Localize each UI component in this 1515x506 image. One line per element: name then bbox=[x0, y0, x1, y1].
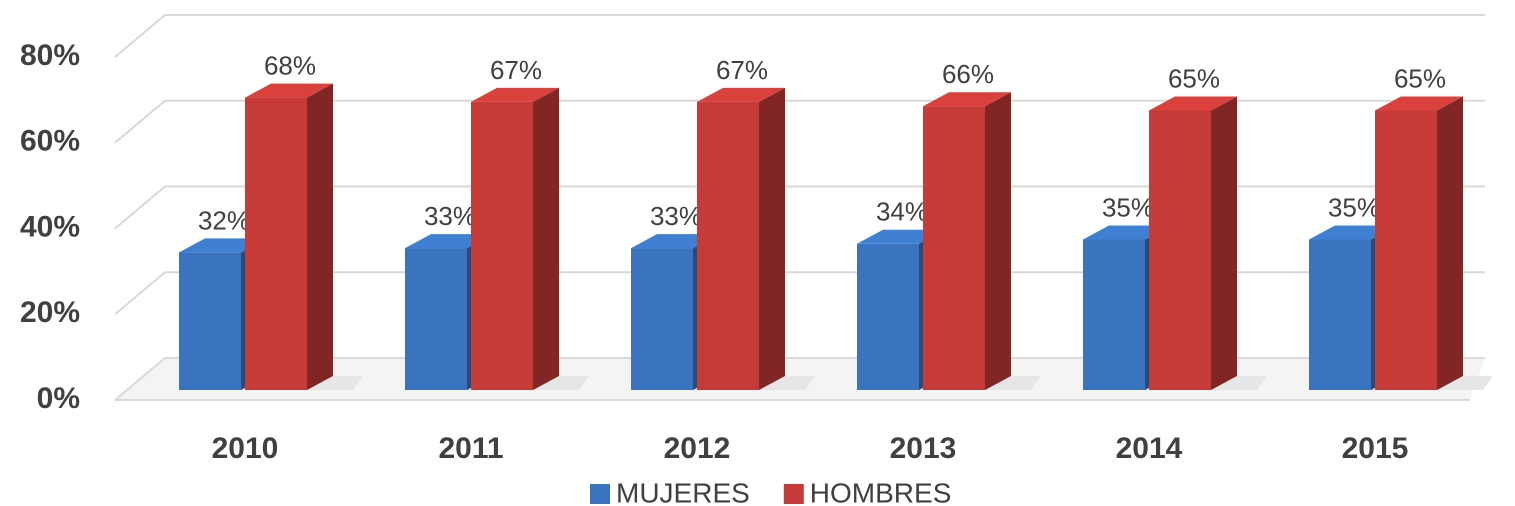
value-label: 35% bbox=[1102, 192, 1154, 222]
y-tick-label: 80% bbox=[20, 39, 80, 72]
legend-label: MUJERES bbox=[616, 477, 750, 506]
bar-top bbox=[471, 87, 559, 102]
bar bbox=[471, 101, 533, 391]
bar bbox=[1309, 239, 1371, 390]
grid-line bbox=[114, 99, 1485, 144]
grid-line bbox=[114, 357, 1485, 401]
bar bbox=[245, 97, 307, 390]
bar-group bbox=[1149, 96, 1267, 390]
bar-group bbox=[1375, 96, 1493, 390]
bar-group bbox=[697, 87, 815, 391]
bar bbox=[179, 252, 241, 390]
x-tick-label: 2012 bbox=[664, 432, 731, 465]
value-label: 65% bbox=[1168, 63, 1220, 93]
value-label: 68% bbox=[264, 50, 316, 80]
bar-side bbox=[533, 87, 559, 391]
legend-swatch bbox=[590, 484, 610, 504]
bar-top bbox=[923, 92, 1011, 107]
bar-group bbox=[923, 92, 1041, 390]
value-label: 34% bbox=[876, 197, 928, 227]
bar-group bbox=[471, 87, 589, 391]
legend-swatch bbox=[783, 484, 804, 504]
bar-side bbox=[985, 92, 1011, 390]
bar-top bbox=[245, 83, 333, 98]
bar-side bbox=[1437, 96, 1463, 390]
grid-line bbox=[114, 14, 1485, 58]
x-tick-label: 2014 bbox=[1116, 432, 1183, 465]
value-label: 32% bbox=[198, 205, 250, 235]
bar-group bbox=[245, 83, 363, 390]
bar-top bbox=[1149, 96, 1237, 111]
value-label: 35% bbox=[1328, 192, 1380, 222]
bar bbox=[1083, 239, 1145, 390]
y-tick-label: 60% bbox=[20, 125, 80, 158]
bar bbox=[923, 106, 985, 390]
value-label: 65% bbox=[1394, 63, 1446, 93]
x-tick-label: 2010 bbox=[212, 432, 279, 465]
bar-side bbox=[307, 83, 333, 390]
bar bbox=[1149, 110, 1211, 390]
x-tick-label: 2015 bbox=[1342, 432, 1409, 465]
value-label: 67% bbox=[490, 55, 542, 85]
bar-top bbox=[697, 87, 785, 102]
bar bbox=[697, 101, 759, 391]
y-tick-label: 0% bbox=[37, 382, 80, 415]
y-tick-label: 20% bbox=[20, 296, 80, 329]
bar-side bbox=[1211, 96, 1237, 390]
value-label: 66% bbox=[942, 59, 994, 89]
value-label: 67% bbox=[716, 55, 768, 85]
legend-label: HOMBRES bbox=[810, 477, 952, 506]
bar-top bbox=[1375, 96, 1463, 111]
grid-line bbox=[114, 271, 1485, 316]
y-tick-label: 40% bbox=[20, 210, 80, 243]
bar-side bbox=[759, 87, 785, 391]
bar bbox=[631, 248, 693, 390]
value-label: 33% bbox=[650, 201, 702, 231]
x-tick-label: 2013 bbox=[890, 432, 957, 465]
bar bbox=[405, 248, 467, 390]
x-tick-label: 2011 bbox=[438, 432, 503, 465]
grid-line bbox=[114, 185, 1485, 230]
value-label: 33% bbox=[424, 201, 476, 231]
bar bbox=[857, 243, 919, 390]
bar bbox=[1375, 110, 1437, 390]
